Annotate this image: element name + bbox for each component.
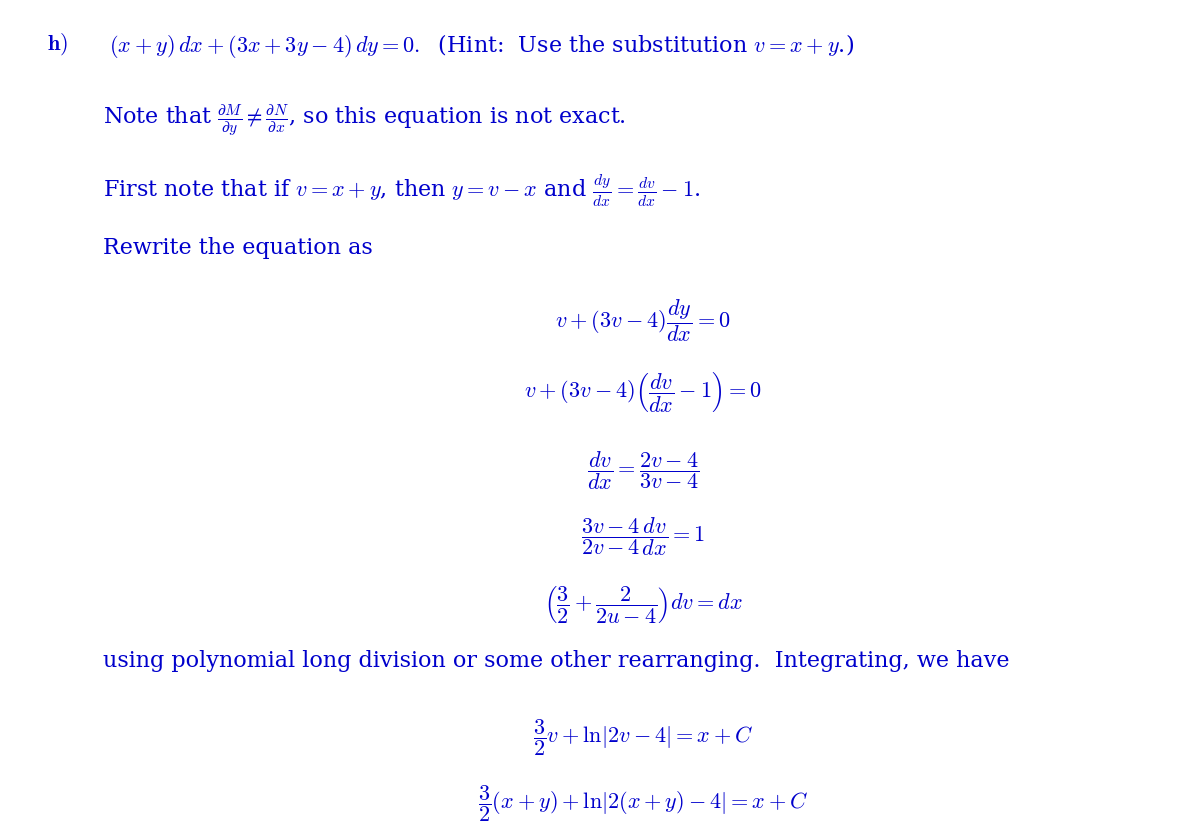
- Text: $\dfrac{3}{2}(x + y) + \ln|2(x + y) - 4| = x + C$: $\dfrac{3}{2}(x + y) + \ln|2(x + y) - 4|…: [478, 784, 809, 824]
- Text: $(x+y)\,dx + (3x+3y-4)\,dy = 0.$  (Hint:  Use the substitution $v = x+y$.): $(x+y)\,dx + (3x+3y-4)\,dy = 0.$ (Hint: …: [108, 32, 854, 59]
- Text: First note that if $v = x+y$, then $y = v-x$ and $\frac{dy}{dx} = \frac{dv}{dx} : First note that if $v = x+y$, then $y = …: [103, 173, 700, 210]
- Text: $\left(\dfrac{3}{2} + \dfrac{2}{2u - 4}\right)dv = dx$: $\left(\dfrac{3}{2} + \dfrac{2}{2u - 4}\…: [544, 584, 742, 625]
- Text: Rewrite the equation as: Rewrite the equation as: [103, 237, 373, 259]
- Text: $v + (3v - 4)\dfrac{dy}{dx} = 0$: $v + (3v - 4)\dfrac{dy}{dx} = 0$: [556, 297, 731, 344]
- Text: $\dfrac{3v - 4}{2v - 4}\dfrac{dv}{dx} = 1$: $\dfrac{3v - 4}{2v - 4}\dfrac{dv}{dx} = …: [581, 515, 706, 558]
- Text: $\dfrac{dv}{dx} = \dfrac{2v - 4}{3v - 4}$: $\dfrac{dv}{dx} = \dfrac{2v - 4}{3v - 4}…: [587, 448, 700, 492]
- Text: Note that $\frac{\partial M}{\partial y} \neq \frac{\partial N}{\partial x}$, so: Note that $\frac{\partial M}{\partial y}…: [103, 102, 626, 138]
- Text: $\dfrac{3}{2}v + \ln|2v - 4| = x + C$: $\dfrac{3}{2}v + \ln|2v - 4| = x + C$: [533, 716, 753, 758]
- Text: $v + (3v - 4)\left(\dfrac{dv}{dx} - 1\right) = 0$: $v + (3v - 4)\left(\dfrac{dv}{dx} - 1\ri…: [524, 370, 762, 414]
- Text: using polynomial long division or some other rearranging.  Integrating, we have: using polynomial long division or some o…: [103, 650, 1010, 672]
- Text: $\mathbf{h)}$: $\mathbf{h)}$: [48, 32, 68, 58]
